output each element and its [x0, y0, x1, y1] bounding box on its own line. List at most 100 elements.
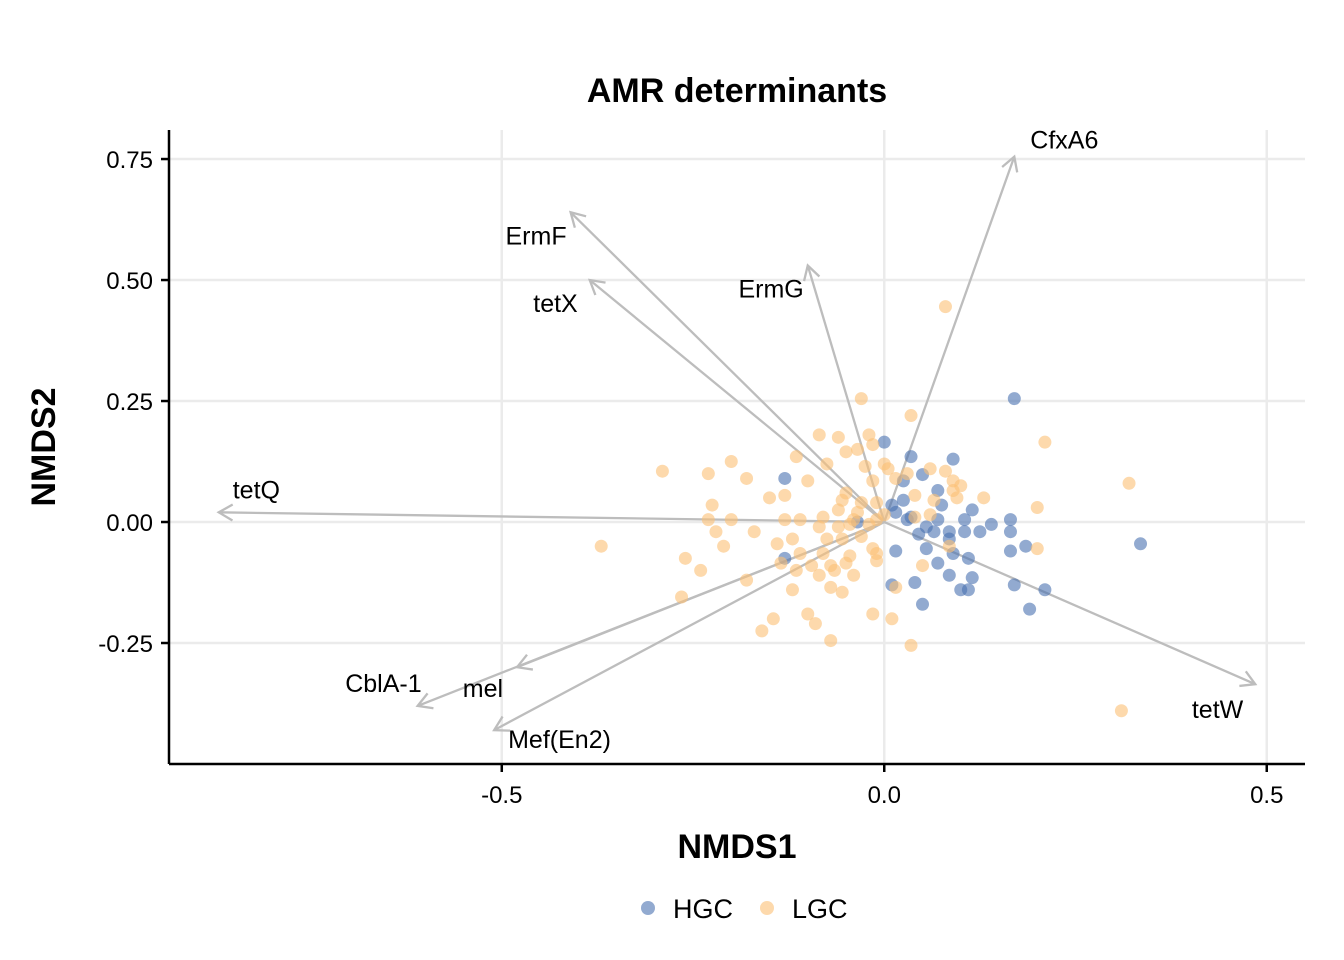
point-hgc [973, 525, 987, 539]
vector-arrowhead-tetx [587, 278, 606, 296]
point-lgc [594, 539, 608, 553]
legend-label-lgc: LGC [792, 894, 848, 924]
vector-arrowhead-ermf [568, 210, 587, 229]
vector-label-tetx: tetX [533, 290, 578, 318]
point-lgc [774, 556, 788, 570]
point-hgc [1019, 539, 1033, 553]
point-hgc [1007, 578, 1021, 592]
point-hgc [889, 544, 903, 558]
point-hgc [778, 471, 792, 485]
point-lgc [701, 467, 715, 481]
point-lgc [778, 513, 792, 527]
point-lgc [1038, 435, 1052, 449]
point-lgc [820, 532, 834, 546]
point-lgc [938, 464, 952, 478]
point-lgc [835, 532, 849, 546]
point-lgc [724, 455, 738, 469]
point-lgc [866, 607, 880, 621]
vector-label-ermg: ErmG [738, 276, 803, 304]
y-tick-label: -0.25 [98, 631, 153, 658]
legend-marker-hgc [641, 901, 655, 915]
point-lgc [785, 583, 799, 597]
point-lgc [1122, 476, 1136, 490]
point-lgc [824, 634, 838, 648]
point-hgc [931, 556, 945, 570]
point-lgc [808, 617, 822, 631]
axis-ticks: -0.5 0.0 0.5 -0.25 0.00 0.25 0.50 0.75 [98, 147, 1283, 809]
y-axis-title: NMDS2 [25, 387, 63, 506]
point-lgc [793, 546, 807, 560]
point-lgc [916, 559, 930, 573]
point-lgc [923, 508, 937, 522]
point-hgc [1003, 513, 1017, 527]
point-lgc [831, 430, 845, 444]
point-lgc [831, 520, 845, 534]
point-lgc [694, 563, 708, 577]
vector-arrowhead-cbla-1 [415, 692, 434, 710]
y-tick-label: 0.00 [106, 510, 153, 537]
point-lgc [812, 520, 826, 534]
point-lgc [724, 513, 738, 527]
vector-mel [516, 520, 885, 669]
y-tick-label: 0.25 [106, 389, 153, 416]
x-tick-label: -0.5 [481, 782, 522, 809]
point-lgc [812, 568, 826, 582]
point-hgc [965, 503, 979, 517]
point-lgc [927, 493, 941, 507]
vector-label-mel: mel [463, 675, 503, 703]
y-tick-label: 0.75 [106, 147, 153, 174]
point-lgc [705, 498, 719, 512]
point-lgc [778, 488, 792, 502]
point-lgc [820, 457, 834, 471]
vector-arrowhead-mel [514, 653, 534, 671]
point-lgc [801, 607, 815, 621]
vector-arrowhead-tetw [1239, 670, 1258, 688]
point-lgc [789, 563, 803, 577]
axes [167, 130, 1305, 766]
point-lgc [889, 471, 903, 485]
point-hgc [961, 551, 975, 565]
point-hgc [1023, 602, 1037, 616]
point-lgc [870, 554, 884, 568]
point-hgc [958, 525, 972, 539]
point-lgc [740, 471, 754, 485]
point-lgc [904, 638, 918, 652]
point-lgc [885, 612, 899, 626]
point-lgc [1114, 704, 1128, 718]
point-hgc [908, 576, 922, 590]
point-lgc [770, 537, 784, 551]
point-hgc [919, 542, 933, 556]
point-hgc [958, 513, 972, 527]
point-lgc [923, 462, 937, 476]
point-lgc [881, 462, 895, 476]
point-lgc [717, 539, 731, 553]
point-lgc [847, 568, 861, 582]
point-lgc [938, 300, 952, 314]
vector-label-tetw: tetW [1192, 696, 1244, 724]
vector-tetx [589, 279, 885, 523]
legend: HGC LGC [641, 894, 848, 924]
point-lgc [785, 532, 799, 546]
point-lgc [850, 442, 864, 456]
point-lgc [709, 525, 723, 539]
point-hgc [984, 517, 998, 531]
point-hgc [1134, 537, 1148, 551]
point-lgc [675, 590, 689, 604]
point-lgc [831, 503, 845, 517]
point-lgc [812, 428, 826, 442]
point-hgc [889, 505, 903, 519]
point-hgc [877, 435, 891, 449]
point-lgc [877, 508, 891, 522]
point-lgc [805, 559, 819, 573]
point-hgc [904, 450, 918, 464]
point-hgc [927, 525, 941, 539]
point-hgc [896, 493, 910, 507]
point-lgc [701, 513, 715, 527]
x-tick-label: 0.0 [868, 782, 901, 809]
point-lgc [977, 491, 991, 505]
point-lgc [862, 517, 876, 531]
point-lgc [904, 409, 918, 423]
vector-label-ermf: ErmF [506, 222, 567, 250]
